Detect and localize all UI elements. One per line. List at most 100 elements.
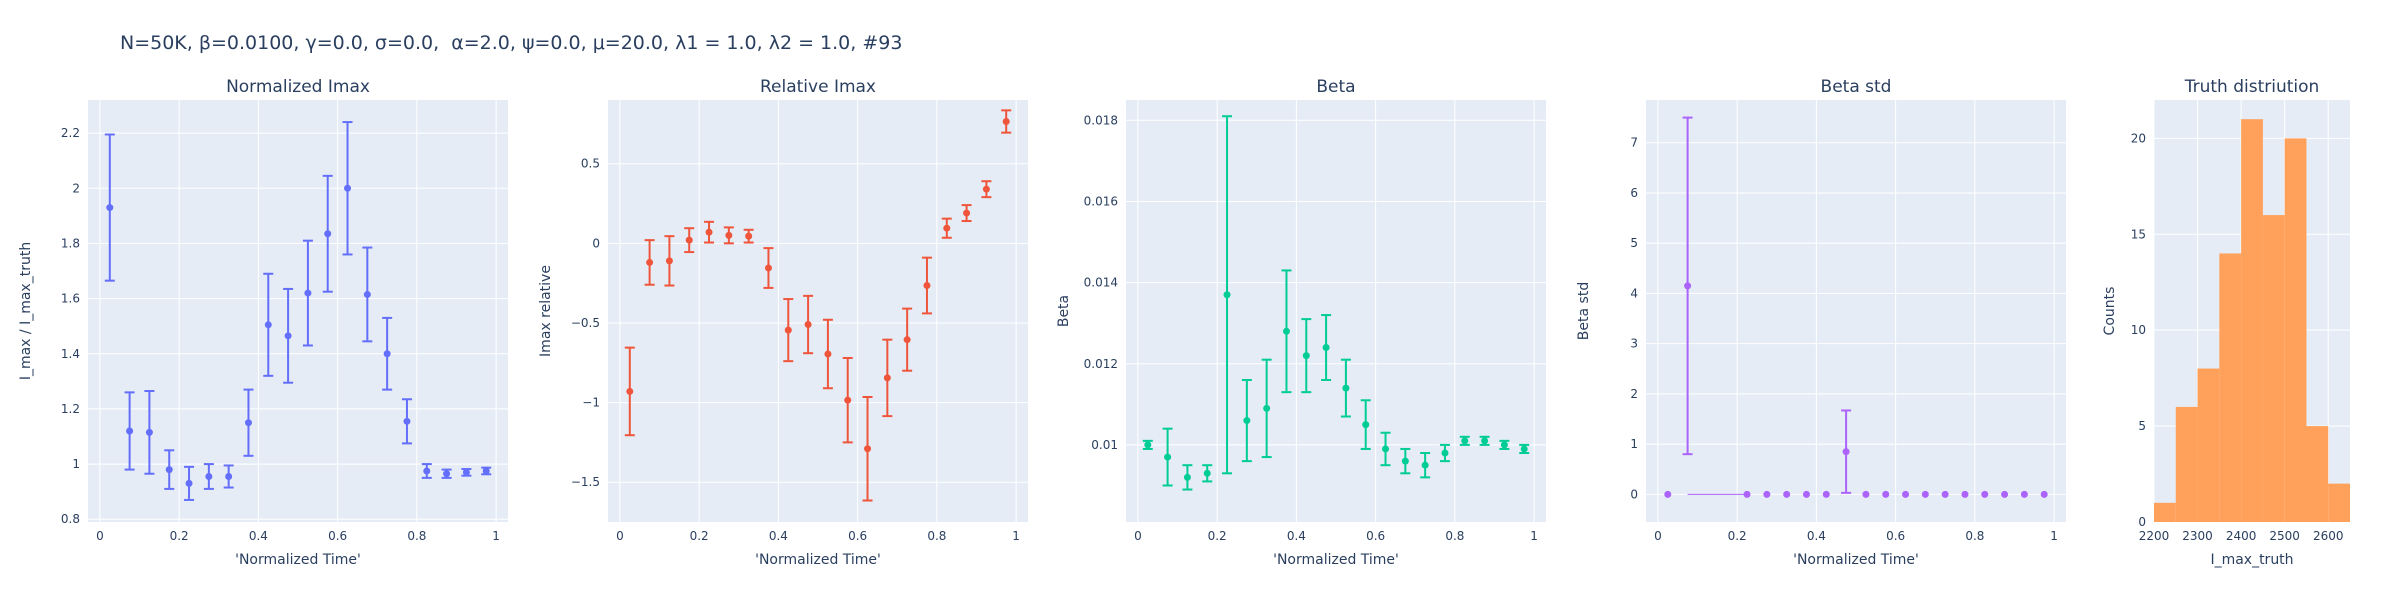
histogram-bar <box>2284 138 2307 522</box>
x-tick-label: 0.4 <box>1287 529 1306 543</box>
y-tick-label: −0.5 <box>571 316 600 330</box>
data-point <box>1941 490 1949 498</box>
y-tick-label: 3 <box>1630 337 1638 351</box>
subplot-title: Normalized Imax <box>226 77 370 97</box>
data-point <box>1882 490 1890 498</box>
y-tick-label: 0 <box>592 236 600 250</box>
x-axis-label: 'Normalized Time' <box>1273 552 1399 568</box>
x-tick-label: 0 <box>1134 529 1142 543</box>
y-tick-label: 1.4 <box>61 347 80 361</box>
x-tick-label: 2200 <box>2139 529 2170 543</box>
data-point <box>2001 490 2009 498</box>
data-point <box>423 467 431 475</box>
y-tick-label: 10 <box>2131 323 2146 337</box>
y-tick-label: 1 <box>1630 437 1638 451</box>
data-point <box>626 387 634 395</box>
data-point <box>764 264 772 272</box>
x-tick-label: 0.6 <box>1886 529 1905 543</box>
data-point <box>185 479 193 487</box>
y-tick-label: 0.018 <box>1084 113 1118 127</box>
y-tick-label: 6 <box>1630 186 1638 200</box>
data-point <box>1263 404 1271 412</box>
data-point <box>1342 384 1350 392</box>
y-tick-label: −1 <box>582 396 600 410</box>
y-tick-label: 7 <box>1630 136 1638 150</box>
data-point <box>264 321 272 329</box>
x-tick-label: 0.2 <box>1728 529 1747 543</box>
data-point <box>804 321 812 329</box>
data-point <box>1862 490 1870 498</box>
histogram-bar <box>2219 253 2242 523</box>
y-tick-label: 1.8 <box>61 236 80 250</box>
data-point <box>1783 490 1791 498</box>
data-point <box>705 228 713 236</box>
data-point <box>685 236 693 244</box>
data-point <box>1822 490 1830 498</box>
y-tick-label: 1.2 <box>61 402 80 416</box>
data-point <box>1921 490 1929 498</box>
x-axis-label: 'Normalized Time' <box>235 552 361 568</box>
y-axis-label: Counts <box>2102 287 2118 336</box>
y-tick-label: 1 <box>72 457 80 471</box>
y-tick-label: 2 <box>72 181 80 195</box>
data-point <box>1164 453 1172 461</box>
data-point <box>1763 490 1771 498</box>
y-tick-label: 1.6 <box>61 292 80 306</box>
subplot-title: Truth distriution <box>2184 77 2320 97</box>
data-point <box>1002 117 1010 125</box>
y-tick-label: 0 <box>1630 487 1638 501</box>
y-tick-label: 0.016 <box>1084 194 1118 208</box>
y-tick-label: 0.01 <box>1091 438 1118 452</box>
figure-title: N=50K, β=0.0100, γ=0.0, σ=0.0, α=2.0, ψ=… <box>120 32 903 54</box>
data-point <box>2020 490 2028 498</box>
x-tick-label: 2400 <box>2226 529 2257 543</box>
x-tick-label: 1 <box>1012 529 1020 543</box>
data-point <box>1842 448 1850 456</box>
y-axis-label: Beta std <box>1576 282 1592 340</box>
data-point <box>403 417 411 425</box>
y-axis-label: Imax relative <box>538 265 554 357</box>
data-point <box>126 427 134 435</box>
data-point <box>883 374 891 382</box>
data-point <box>2040 490 2048 498</box>
x-tick-label: 0.8 <box>407 529 426 543</box>
x-tick-label: 0.4 <box>769 529 788 543</box>
data-point <box>1664 490 1672 498</box>
x-tick-label: 0.4 <box>249 529 268 543</box>
chart-panel-2: −1.5 −1 −0.5 0 0.5 0 0.2 0.4 0.6 0.8 1 Relative Ima… <box>538 77 1028 568</box>
y-axis-label: I_max / I_max_truth <box>18 242 34 380</box>
data-point <box>1401 457 1409 465</box>
data-point <box>725 231 733 239</box>
y-tick-label: 2 <box>1630 387 1638 401</box>
data-point <box>1282 327 1290 335</box>
x-tick-label: 0.2 <box>1208 529 1227 543</box>
histogram-bar <box>2262 215 2285 522</box>
y-tick-label: 0.8 <box>61 512 80 526</box>
data-point <box>1902 490 1910 498</box>
y-axis-label: Beta <box>1056 295 1072 327</box>
y-tick-label: 0 <box>2138 515 2146 529</box>
data-point <box>482 467 490 475</box>
data-point <box>1421 461 1429 469</box>
x-tick-label: 2600 <box>2313 529 2344 543</box>
y-tick-label: 20 <box>2131 131 2146 145</box>
histogram-bar <box>2154 502 2176 522</box>
data-point <box>646 258 654 266</box>
subplot-title: Relative Imax <box>760 77 876 97</box>
x-tick-label: 0.8 <box>1445 529 1464 543</box>
x-tick-label: 2500 <box>2269 529 2300 543</box>
data-point <box>106 204 114 212</box>
x-tick-label: 0.8 <box>1965 529 1984 543</box>
data-point <box>963 209 971 217</box>
data-point <box>824 350 832 358</box>
y-tick-label: 5 <box>2138 419 2146 433</box>
data-point <box>1961 490 1969 498</box>
y-tick-label: 5 <box>1630 236 1638 250</box>
data-point <box>363 290 371 298</box>
x-axis-label: 'Normalized Time' <box>1793 552 1919 568</box>
data-point <box>284 332 292 340</box>
histogram-bar <box>2241 119 2263 522</box>
y-tick-label: 0.5 <box>581 157 600 171</box>
x-tick-label: 1 <box>2050 529 2058 543</box>
